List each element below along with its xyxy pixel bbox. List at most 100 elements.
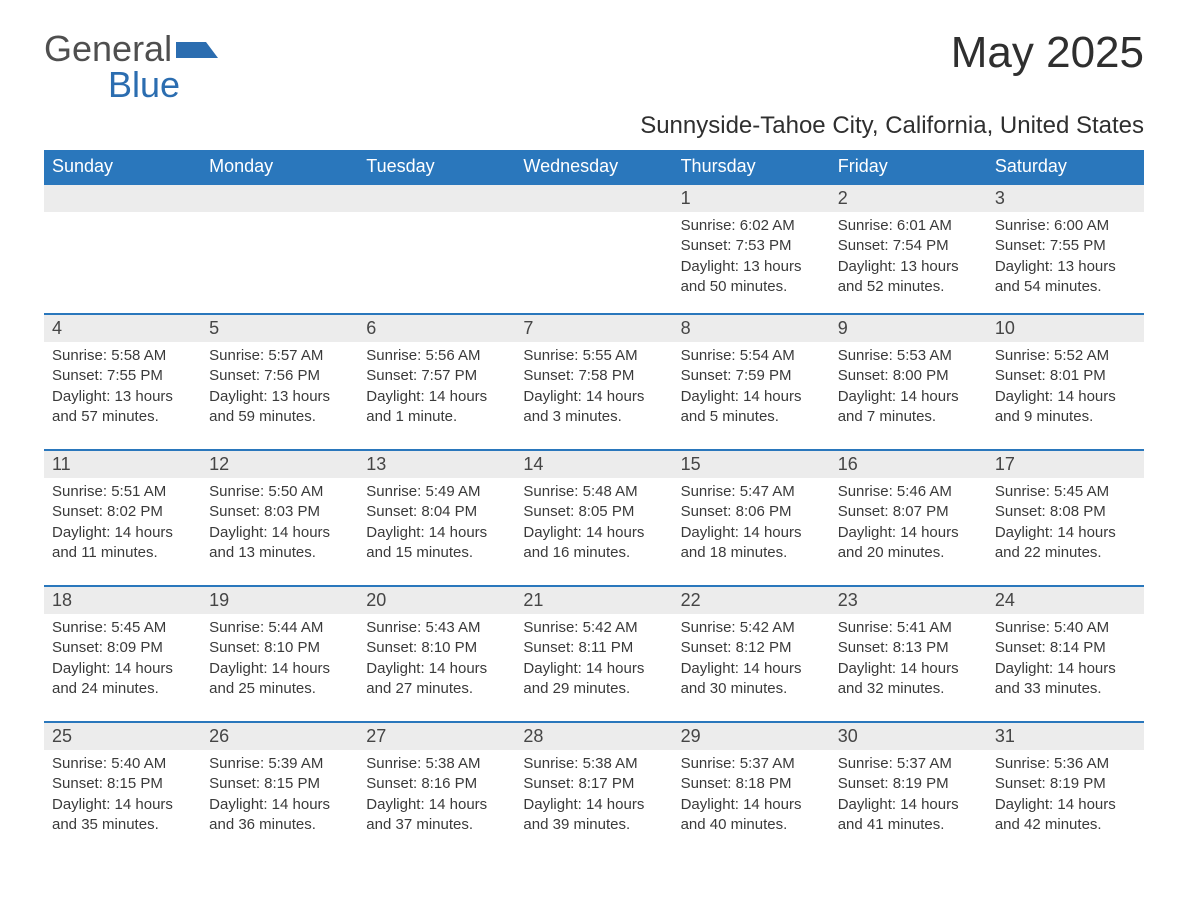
day-cell: Sunrise: 5:47 AMSunset: 8:06 PMDaylight:…: [673, 478, 830, 586]
page-title: May 2025: [951, 28, 1144, 78]
day-cell: Sunrise: 5:50 AMSunset: 8:03 PMDaylight:…: [201, 478, 358, 586]
sunrise-text: Sunrise: 5:54 AM: [681, 346, 822, 366]
daylight-text: Daylight: 14 hours and 15 minutes.: [366, 523, 507, 564]
day-body-row: Sunrise: 5:40 AMSunset: 8:15 PM Daylight:…: [44, 750, 1144, 858]
day-cell: Sunrise: 5:38 AMSunset: 8:16 PMDaylight:…: [358, 750, 515, 858]
sunset-text: Sunset: 7:59 PM: [681, 366, 822, 386]
day-cell: [515, 212, 672, 314]
sunrise-text: Sunrise: 5:45 AM: [52, 618, 193, 638]
sunrise-text: Sunrise: 5:38 AM: [523, 754, 664, 774]
sunrise-text: Sunrise: 5:51 AM: [52, 482, 193, 502]
sunset-text: Sunset: 8:08 PM: [995, 502, 1136, 522]
sunrise-text: Sunrise: 5:57 AM: [209, 346, 350, 366]
day-cell: Sunrise: 5:56 AMSunset: 7:57 PMDaylight:…: [358, 342, 515, 450]
daylight-text: Daylight: 14 hours and 16 minutes.: [523, 523, 664, 564]
daylight-text: Daylight: 14 hours and 24 minutes.: [52, 659, 193, 700]
day-number: 17: [987, 450, 1144, 478]
day-number: 15: [673, 450, 830, 478]
weekday-header: Wednesday: [515, 150, 672, 184]
sunrise-text: Sunrise: 5:50 AM: [209, 482, 350, 502]
day-number: 3: [987, 184, 1144, 212]
daylight-text: Daylight: 14 hours and 3 minutes.: [523, 387, 664, 428]
title-block: May 2025: [951, 28, 1144, 78]
day-number: 21: [515, 586, 672, 614]
daynum-row: 45678910: [44, 314, 1144, 342]
daylight-text: Daylight: 14 hours and 40 minutes.: [681, 795, 822, 836]
sunrise-text: Sunrise: 5:41 AM: [838, 618, 979, 638]
day-cell: Sunrise: 5:42 AMSunset: 8:11 PMDaylight:…: [515, 614, 672, 722]
daynum-row: 11121314151617: [44, 450, 1144, 478]
daylight-text: Daylight: 13 hours and 54 minutes.: [995, 257, 1136, 298]
sunset-text: Sunset: 8:05 PM: [523, 502, 664, 522]
day-number: [44, 184, 201, 212]
day-cell: Sunrise: 5:43 AMSunset: 8:10 PMDaylight:…: [358, 614, 515, 722]
day-cell: Sunrise: 5:49 AMSunset: 8:04 PMDaylight:…: [358, 478, 515, 586]
daylight-text: Daylight: 14 hours and 20 minutes.: [838, 523, 979, 564]
weekday-header-row: Sunday Monday Tuesday Wednesday Thursday…: [44, 150, 1144, 184]
weekday-header: Monday: [201, 150, 358, 184]
sunrise-text: Sunrise: 5:56 AM: [366, 346, 507, 366]
day-body-row: Sunrise: 5:51 AMSunset: 8:02 PM Daylight:…: [44, 478, 1144, 586]
sunset-text: Sunset: 8:04 PM: [366, 502, 507, 522]
sunset-text: Sunset: 8:13 PM: [838, 638, 979, 658]
day-body-row: Sunrise: 6:02 AMSunset: 7:53 PMDaylight:…: [44, 212, 1144, 314]
day-number: 8: [673, 314, 830, 342]
sunrise-text: Sunrise: 6:01 AM: [838, 216, 979, 236]
logo: General Blue: [44, 28, 218, 106]
daylight-text: Daylight: 14 hours and 18 minutes.: [681, 523, 822, 564]
sunrise-text: Sunrise: 5:37 AM: [681, 754, 822, 774]
day-number: 9: [830, 314, 987, 342]
sunset-text: Sunset: 8:07 PM: [838, 502, 979, 522]
daylight-text: Daylight: 14 hours and 5 minutes.: [681, 387, 822, 428]
sunrise-text: Sunrise: 5:39 AM: [209, 754, 350, 774]
day-number: [515, 184, 672, 212]
day-cell: Sunrise: 5:57 AMSunset: 7:56 PMDaylight:…: [201, 342, 358, 450]
day-number: 13: [358, 450, 515, 478]
sunset-text: Sunset: 8:01 PM: [995, 366, 1136, 386]
sunrise-text: Sunrise: 5:48 AM: [523, 482, 664, 502]
sunrise-text: Sunrise: 5:45 AM: [995, 482, 1136, 502]
day-cell: Sunrise: 5:37 AMSunset: 8:18 PMDaylight:…: [673, 750, 830, 858]
sunset-text: Sunset: 8:15 PM: [52, 774, 193, 794]
day-cell: Sunrise: 5:44 AMSunset: 8:10 PMDaylight:…: [201, 614, 358, 722]
day-number: 25: [44, 722, 201, 750]
sunset-text: Sunset: 7:58 PM: [523, 366, 664, 386]
day-cell: Sunrise: 6:00 AMSunset: 7:55 PMDaylight:…: [987, 212, 1144, 314]
day-cell: Sunrise: 6:01 AMSunset: 7:54 PMDaylight:…: [830, 212, 987, 314]
day-number: 26: [201, 722, 358, 750]
sunset-text: Sunset: 8:14 PM: [995, 638, 1136, 658]
sunset-text: Sunset: 8:06 PM: [681, 502, 822, 522]
sunset-text: Sunset: 8:02 PM: [52, 502, 193, 522]
day-cell: Sunrise: 5:39 AMSunset: 8:15 PMDaylight:…: [201, 750, 358, 858]
calendar: Sunday Monday Tuesday Wednesday Thursday…: [44, 150, 1144, 858]
sunset-text: Sunset: 8:18 PM: [681, 774, 822, 794]
sunset-text: Sunset: 7:56 PM: [209, 366, 350, 386]
day-body-row: Sunrise: 5:45 AMSunset: 8:09 PMDaylight:…: [44, 614, 1144, 722]
daylight-text: Daylight: 14 hours and 22 minutes.: [995, 523, 1136, 564]
day-number: 14: [515, 450, 672, 478]
day-cell: Sunrise: 6:02 AMSunset: 7:53 PMDaylight:…: [673, 212, 830, 314]
weekday-header: Thursday: [673, 150, 830, 184]
sunset-text: Sunset: 8:16 PM: [366, 774, 507, 794]
daylight-text: Daylight: 13 hours and 57 minutes.: [52, 387, 193, 428]
sunset-text: Sunset: 8:10 PM: [366, 638, 507, 658]
sunrise-text: Sunrise: 5:42 AM: [523, 618, 664, 638]
page-subtitle: Sunnyside-Tahoe City, California, United…: [44, 112, 1144, 140]
sunrise-text: Sunrise: 5:47 AM: [681, 482, 822, 502]
day-cell: [358, 212, 515, 314]
day-number: 29: [673, 722, 830, 750]
header: General Blue May 2025: [44, 28, 1144, 106]
weekday-header: Friday: [830, 150, 987, 184]
sunrise-text: Sunrise: 5:40 AM: [995, 618, 1136, 638]
day-cell: Sunrise: 5:52 AMSunset: 8:01 PMDaylight:…: [987, 342, 1144, 450]
sunrise-text: Sunrise: 5:38 AM: [366, 754, 507, 774]
weekday-header: Sunday: [44, 150, 201, 184]
sunset-text: Sunset: 8:17 PM: [523, 774, 664, 794]
day-number: 27: [358, 722, 515, 750]
day-number: 4: [44, 314, 201, 342]
sunrise-text: Sunrise: 5:40 AM: [52, 754, 193, 774]
day-cell: Sunrise: 5:45 AMSunset: 8:08 PMDaylight:…: [987, 478, 1144, 586]
day-number: 28: [515, 722, 672, 750]
sunset-text: Sunset: 7:55 PM: [52, 366, 193, 386]
day-number: 1: [673, 184, 830, 212]
